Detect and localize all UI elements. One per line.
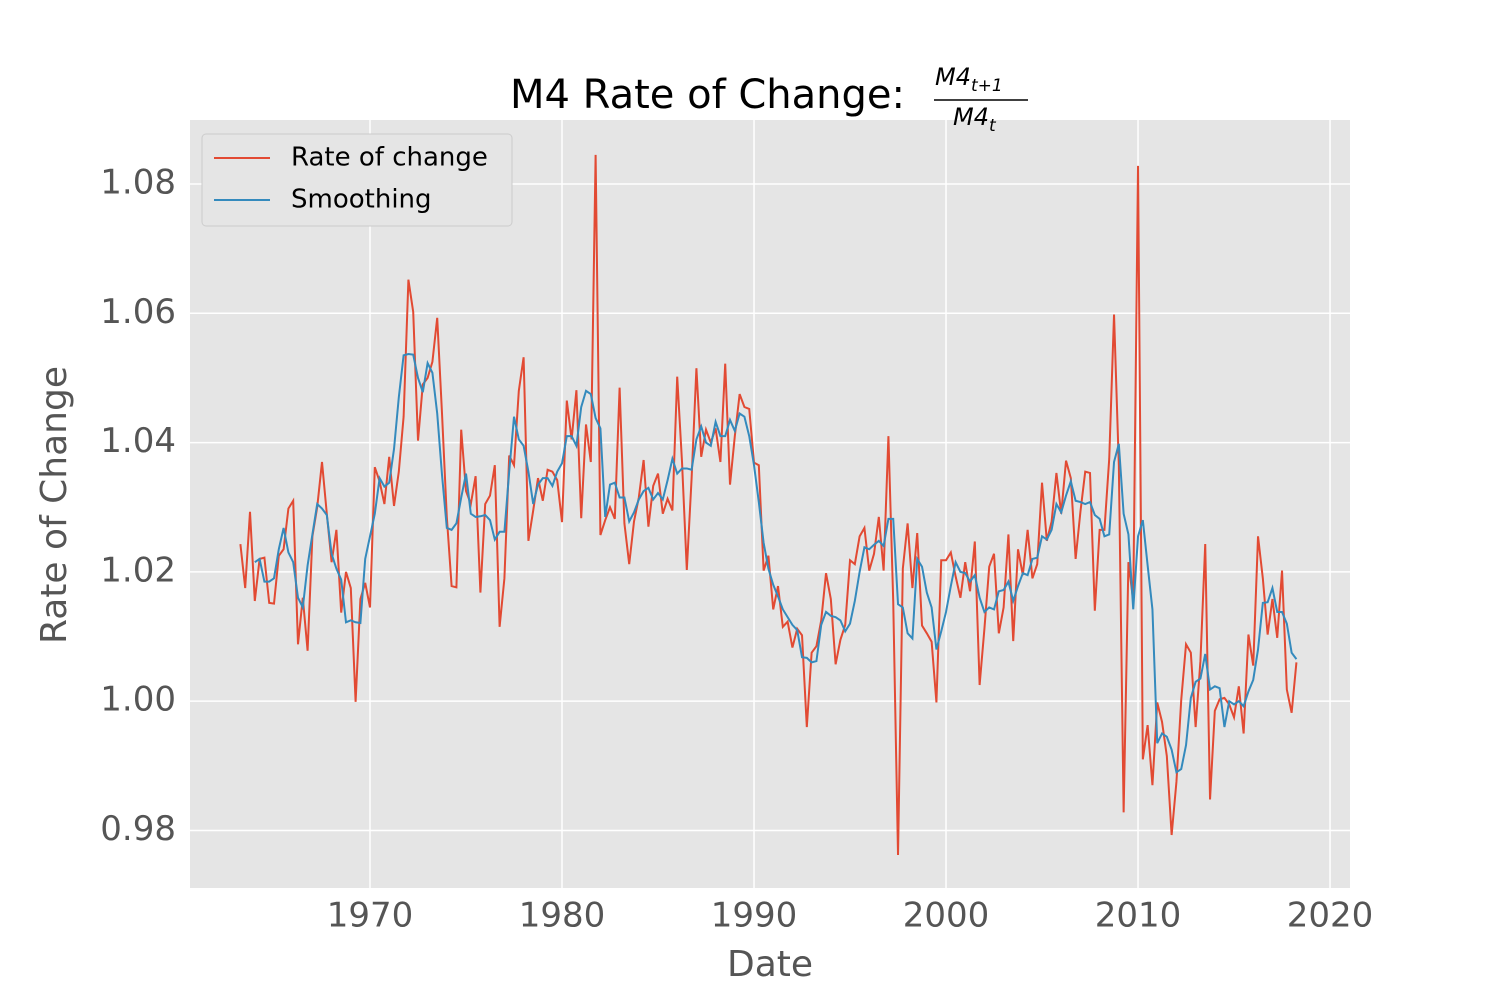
x-tick-label: 2000 <box>903 896 990 936</box>
x-tick-label: 1970 <box>327 896 414 936</box>
y-tick-label: 1.04 <box>100 421 176 461</box>
tick-labels: 1970 1980 1990 2000 2010 2020 0.98 1.00 1.02 1.04… <box>100 163 1373 936</box>
y-tick-label: 1.06 <box>100 292 176 332</box>
y-tick-label: 1.08 <box>100 163 176 203</box>
y-tick-label: 0.98 <box>100 809 176 849</box>
legend-label: Rate of change <box>291 143 488 173</box>
denominator: M4 <box>953 103 989 131</box>
x-tick-label: 1990 <box>711 896 798 936</box>
x-tick-label: 1980 <box>519 896 606 936</box>
x-tick-label: 2010 <box>1095 896 1182 936</box>
fraction-denominator: M4t <box>953 103 997 136</box>
series-line <box>254 353 1298 774</box>
legend-label: Smoothing <box>291 185 432 215</box>
y-tick-label: 1.00 <box>100 680 176 720</box>
legend-box <box>201 133 513 227</box>
x-tick-label: 2020 <box>1287 896 1374 936</box>
plot-area <box>190 120 1350 888</box>
fraction-numerator: M4t+1 <box>935 63 1003 96</box>
title-fraction: M4t+1 M4t <box>934 63 1028 136</box>
y-tick-label: 1.02 <box>100 550 176 590</box>
series-line <box>239 154 1298 856</box>
denominator-subscript: t <box>989 116 997 136</box>
numerator: M4 <box>935 63 971 91</box>
chart-title: M4 Rate of Change: <box>510 72 905 118</box>
lines <box>239 154 1298 856</box>
legend: Rate of change Smoothing <box>201 133 513 227</box>
y-axis-label: Rate of Change <box>34 366 75 644</box>
numerator-subscript: t+1 <box>971 76 1003 96</box>
x-axis-label: Date <box>727 944 813 985</box>
